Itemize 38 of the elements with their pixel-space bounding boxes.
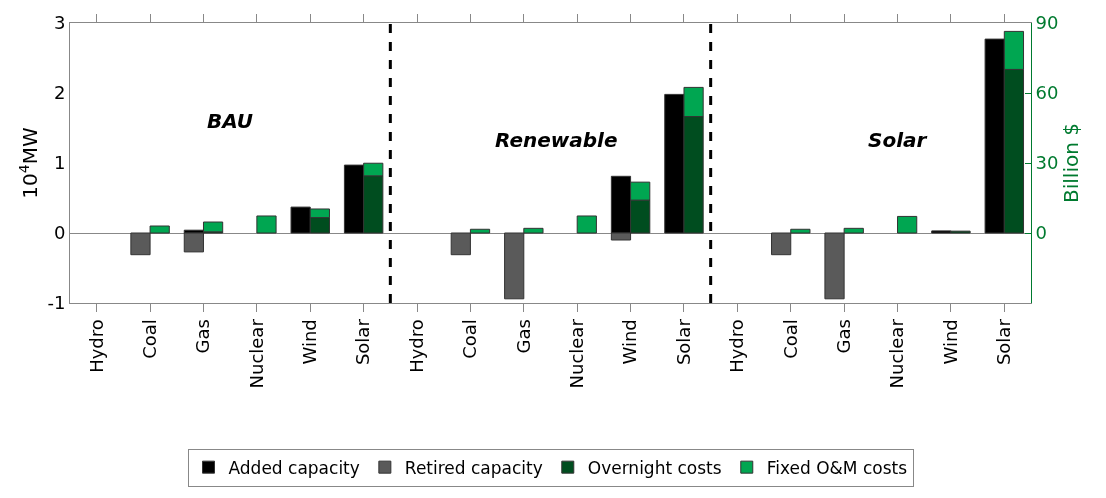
y-tick-label: -1 [47, 292, 66, 314]
y-tick-label: 2 [53, 82, 66, 104]
annotation: Solar [868, 128, 928, 152]
legend-label: Overnight costs [587, 457, 722, 478]
x-tick-label: Solar [672, 318, 694, 366]
x-tick-label: Nuclear [245, 318, 267, 389]
x-tick-label: Coal [138, 319, 160, 359]
x-tick-label: Gas [832, 319, 854, 354]
x-tick-label: Solar [993, 318, 1015, 366]
bar [576, 215, 597, 234]
y-tick-label: 1 [53, 152, 66, 174]
y-tick-label: 3 [53, 12, 66, 34]
annotation: Renewable [495, 128, 618, 152]
x-tick-label: Nuclear [566, 318, 588, 389]
x-tick-label: Coal [459, 319, 481, 359]
bar [897, 215, 918, 234]
x-tick-label: Hydro [405, 319, 427, 373]
y2-tick-label: 90 [1035, 12, 1059, 34]
y2-tick-label: 30 [1035, 152, 1059, 174]
y2-axis-title: Billion $ [1059, 123, 1084, 203]
annotation: BAU [207, 109, 254, 133]
x-tick-label: Wind [939, 319, 961, 365]
x-tick-label: Gas [192, 319, 214, 354]
x-tick-label: Wind [619, 319, 641, 365]
x-tick-label: Hydro [85, 319, 107, 373]
x-tick-label: Solar [352, 318, 374, 366]
x-tick-label: Hydro [726, 319, 748, 373]
y2-tick-label: 0 [1035, 222, 1048, 244]
x-tick-label: Gas [512, 319, 534, 354]
legend-label: Fixed O&M costs [766, 457, 908, 478]
y2-tick-label: 60 [1035, 82, 1059, 104]
x-tick-label: Wind [299, 319, 321, 365]
legend-label: Added capacity [228, 457, 360, 478]
legend-label: Retired capacity [404, 457, 543, 478]
bar [256, 215, 277, 234]
x-tick-label: Nuclear [886, 318, 908, 389]
y-tick-label: 0 [53, 222, 66, 244]
x-tick-label: Coal [779, 319, 801, 359]
